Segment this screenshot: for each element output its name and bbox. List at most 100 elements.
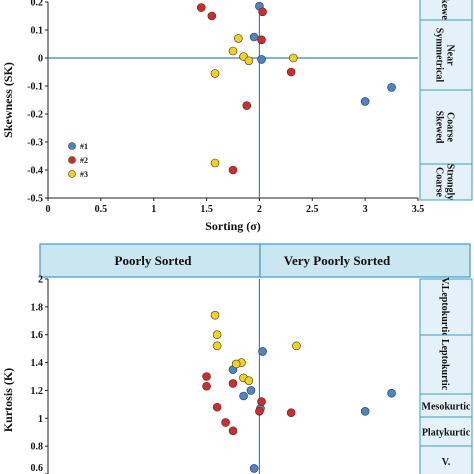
top-data-point	[233, 34, 243, 43]
top-data-point	[210, 158, 220, 168]
top-data-point	[257, 35, 266, 45]
bottom-y-tick-label: 1.4	[31, 358, 44, 369]
top-x-tick-label: 1.5	[200, 204, 213, 215]
top-zone-label: Coarse	[445, 112, 456, 143]
bottom-y-tick-label: 1.6	[31, 330, 44, 341]
bottom-data-point	[257, 397, 266, 406]
top-chart: SkewedNearSymmetricalCoarseSkewedStrongl…	[1, 0, 473, 233]
bottom-data-point	[258, 347, 267, 356]
bottom-zone-label: Mesokurtic	[422, 402, 471, 413]
bottom-y-tick-label: 1	[38, 414, 43, 425]
bottom-y-tick-label: 0.8	[31, 442, 44, 453]
bottom-data-point	[212, 402, 222, 412]
top-zone-label: Skewed	[434, 111, 445, 144]
header-poorly-sorted: Poorly Sorted	[115, 253, 193, 268]
bottom-data-point	[228, 426, 238, 436]
legend-label: #1	[80, 142, 88, 151]
top-data-point	[258, 7, 267, 17]
legend-marker	[68, 156, 76, 164]
top-zone-label: Coarse	[434, 167, 445, 198]
bottom-zone-label: V.Leptokurtic	[439, 277, 450, 337]
legend-label: #2	[80, 156, 88, 165]
bottom-y-tick-label: 0.6	[31, 463, 44, 474]
bottom-y-tick-label: 1.2	[31, 386, 44, 397]
bottom-y-tick-label: 2	[38, 275, 43, 286]
bottom-y-axis-label: Kurtosis (K)	[1, 368, 15, 432]
bottom-data-point	[246, 386, 256, 395]
bottom-zone-label: Leptokurtic	[439, 339, 450, 391]
bottom-zone-box	[419, 445, 473, 474]
top-data-point	[196, 3, 206, 12]
top-y-tick-label: -0.5	[27, 194, 43, 205]
bottom-data-point	[244, 376, 254, 385]
bottom-zone-box	[419, 416, 473, 447]
bottom-data-point	[249, 464, 259, 473]
header-very-poorly-sorted: Very Poorly Sorted	[284, 253, 391, 268]
bottom-zones: V.Leptokurtic Leptokurtic Mesokurtic Platyk…	[419, 277, 473, 474]
bottom-chart: Poorly Sorted Very Poorly Sorted V.Lepto…	[1, 243, 473, 474]
bottom-data-point	[231, 359, 241, 369]
top-y-tick-label: -0.3	[27, 138, 43, 149]
top-data-point	[360, 97, 370, 106]
top-zone-label: Symmetrical	[434, 28, 445, 83]
bottom-data-point	[212, 341, 222, 351]
top-zone-label-group: Skewed	[439, 0, 450, 26]
top-y-tick-label: 0	[38, 54, 43, 65]
top-data-point	[228, 165, 238, 175]
top-y-tick-label: -0.1	[27, 82, 43, 93]
bottom-data-point	[202, 372, 211, 381]
top-x-tick-label: 1	[151, 204, 156, 215]
legend: #1 #2 #3	[68, 142, 88, 179]
bottom-data-point	[210, 310, 220, 320]
top-data-point	[257, 55, 266, 64]
top-data-point	[207, 11, 217, 21]
top-x-tick-label: 0.5	[95, 204, 108, 215]
bottom-data-point	[286, 408, 296, 418]
top-y-tick-label: -0.2	[27, 110, 43, 121]
top-data-point	[242, 101, 252, 110]
bottom-zone-label: V.	[442, 457, 451, 468]
bottom-y-tick-label: 1.8	[31, 302, 44, 313]
top-ticks: 0 0.5 1 1.5 2 2.5 3 3.5 0.2 0.1 0 -0.1 -0.2 -0.3 -0.4 -…	[27, 0, 424, 215]
bottom-data-point	[387, 388, 396, 398]
top-zone-label: Strongly	[445, 164, 456, 201]
bottom-axes	[47, 279, 261, 474]
top-zone-box	[419, 163, 473, 201]
top-zone-label: Skewed	[439, 0, 450, 26]
top-plot-area	[48, 2, 418, 198]
top-x-tick-label: 2.5	[306, 204, 319, 215]
top-data-point	[387, 83, 396, 92]
top-data-point	[244, 56, 254, 66]
top-points	[196, 1, 396, 175]
top-axes	[47, 2, 418, 199]
header-band-right	[259, 243, 471, 278]
top-x-axis-label: Sorting (σ)	[205, 219, 261, 233]
legend-marker	[68, 142, 76, 150]
top-x-tick-label: 0	[46, 204, 51, 215]
top-y-tick-label: -0.4	[27, 166, 43, 177]
top-data-point	[286, 67, 296, 77]
bottom-data-point	[228, 379, 238, 388]
top-zone-label: Near	[445, 44, 456, 66]
top-y-tick-label: 0.2	[31, 0, 44, 9]
top-data-point	[288, 53, 298, 63]
bottom-points	[202, 310, 396, 473]
bottom-data-point	[292, 341, 301, 351]
bottom-zone-label-group: Leptokurtic	[439, 339, 450, 391]
top-data-point	[228, 46, 238, 56]
top-zones: SkewedNearSymmetricalCoarseSkewedStrongl…	[419, 0, 473, 201]
bottom-data-point	[202, 381, 211, 391]
bottom-data-point	[212, 330, 222, 340]
bottom-data-point	[221, 418, 230, 427]
top-x-tick-label: 2	[257, 204, 262, 215]
legend-label: #3	[80, 170, 88, 179]
bottom-data-point	[255, 407, 264, 416]
bottom-zone-box	[419, 278, 473, 336]
legend-marker	[68, 170, 76, 178]
top-x-tick-label: 3.5	[412, 204, 425, 215]
bottom-zone-label: Platykurtic	[422, 428, 471, 439]
top-data-point	[249, 32, 259, 42]
